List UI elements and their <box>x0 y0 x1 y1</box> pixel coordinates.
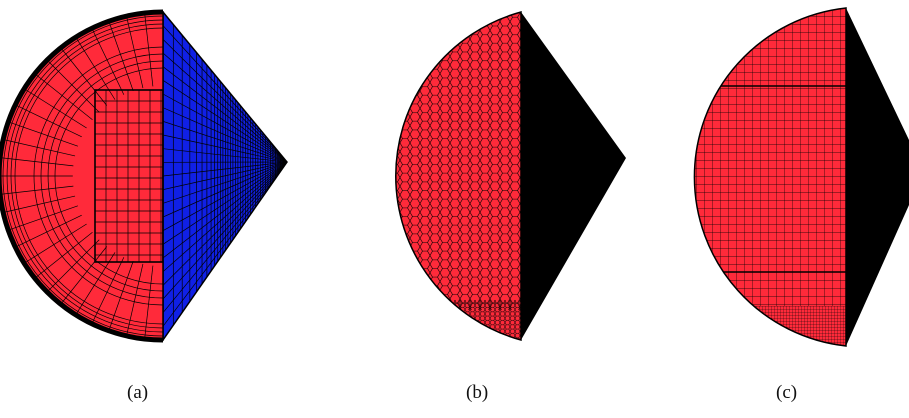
hemisphere-spoke-line <box>108 261 134 331</box>
panel-c-hemisphere-mesh-lines <box>694 8 846 346</box>
panel-a-hemisphere-mesh-lines <box>0 12 163 340</box>
panel-c-cone-region <box>846 8 909 346</box>
hemisphere-spoke-line <box>0 185 74 195</box>
hemisphere-spoke-line <box>126 263 144 336</box>
panel-b-caption: (b) <box>466 382 489 403</box>
cone-radial-line <box>163 52 287 163</box>
cone-radial-line <box>163 107 287 163</box>
panel-b-hemisphere-mesh-lines <box>395 12 521 340</box>
cone-radial-line <box>163 161 287 286</box>
hemisphere-spoke-line <box>46 239 100 293</box>
cone-radial-line <box>163 121 287 163</box>
hemisphere-spoke-line <box>108 21 134 91</box>
hemisphere-spoke-line <box>0 157 74 167</box>
panel-b-polyhedral-mesh <box>395 11 626 341</box>
cone-radial-line <box>163 93 287 163</box>
cone-radial-line <box>163 161 287 218</box>
panel-a-structured-mesh <box>0 9 288 343</box>
panel-c-caption: (c) <box>776 382 798 403</box>
hemisphere-spoke-line <box>91 28 125 95</box>
hemisphere-spoke-line <box>126 16 144 89</box>
cone-radial-line <box>163 80 287 163</box>
panel-b-cone-region <box>521 12 626 340</box>
cone-radial-line <box>163 134 287 163</box>
cone-radial-line <box>163 161 287 259</box>
cone-radial-line <box>163 25 287 163</box>
hemisphere-spoke-line <box>144 12 154 87</box>
hemisphere-spoke-line <box>23 223 87 264</box>
cone-radial-line <box>163 161 287 272</box>
cone-radial-line <box>163 161 287 177</box>
cone-radial-line <box>163 148 287 163</box>
hemisphere-spoke-line <box>91 257 125 324</box>
hemisphere-spoke-line <box>23 88 87 129</box>
hemisphere-spoke-line <box>60 47 108 106</box>
hemisphere-spoke-line <box>34 73 93 121</box>
hemisphere-spoke-line <box>3 195 76 213</box>
cone-radial-line <box>163 161 287 204</box>
panel-c-cartesian-mesh <box>693 7 909 347</box>
hemisphere-spoke-line <box>34 231 93 279</box>
hemisphere-spoke-line <box>8 121 78 147</box>
hemisphere-spoke-line <box>144 265 154 340</box>
hemisphere-spoke-line <box>46 59 100 113</box>
hemisphere-spoke-line <box>60 246 108 305</box>
hemisphere-spoke-line <box>15 214 82 248</box>
panel-a-outer-rim <box>0 9 164 343</box>
cone-radial-line <box>163 66 287 163</box>
cone-radial-line <box>163 161 287 327</box>
block-boundary <box>94 89 163 263</box>
cone-radial-line <box>163 161 287 313</box>
cone-radial-line <box>163 39 287 163</box>
panel-a-caption: (a) <box>127 382 149 403</box>
cone-radial-line <box>163 161 287 300</box>
hemisphere-spoke-line <box>15 104 82 138</box>
cone-radial-line <box>163 161 287 245</box>
cone-radial-line <box>163 161 287 191</box>
hemisphere-spoke-line <box>8 205 78 231</box>
hemisphere-spoke-line <box>3 139 76 157</box>
cone-radial-line <box>163 161 287 231</box>
